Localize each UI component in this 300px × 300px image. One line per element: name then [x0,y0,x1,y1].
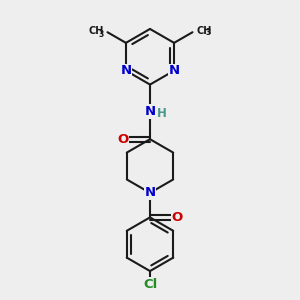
Text: N: N [120,64,131,77]
Text: N: N [144,105,156,118]
Text: N: N [169,64,180,77]
Text: CH: CH [88,26,103,36]
Text: CH: CH [196,26,212,36]
Text: Cl: Cl [143,278,157,291]
Text: 3: 3 [206,28,211,37]
Text: H: H [157,107,166,120]
Text: O: O [171,211,182,224]
Text: 3: 3 [98,30,104,39]
Text: N: N [144,186,156,200]
Text: O: O [118,133,129,146]
